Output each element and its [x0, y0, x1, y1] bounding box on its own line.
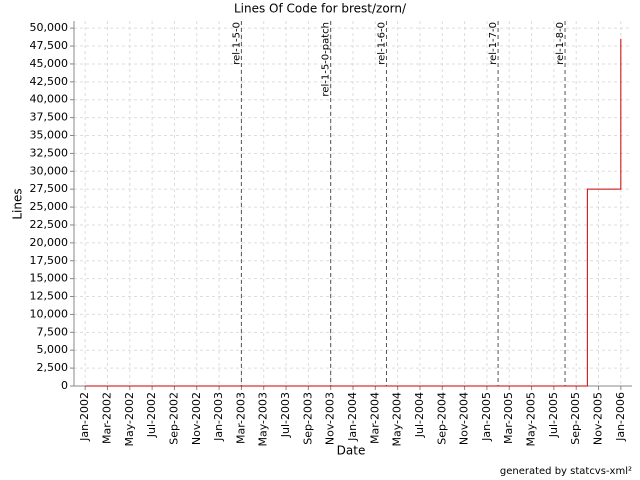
y-tick-label: 45,000: [30, 57, 69, 70]
x-tick-label: Sep-2004: [435, 392, 448, 445]
x-tick-label: Jul-2004: [413, 392, 426, 438]
y-tick-label: 50,000: [30, 21, 69, 34]
release-label: rel-1-8-0: [555, 22, 566, 65]
x-tick-label: Mar-2004: [368, 392, 381, 444]
x-tick-label: Jan-2002: [78, 392, 91, 442]
x-tick-label: Jul-2002: [145, 392, 158, 438]
x-axis-label: Date: [337, 444, 366, 458]
x-tick-label: Mar-2003: [234, 392, 247, 444]
y-tick-label: 40,000: [30, 93, 69, 106]
y-tick-label: 15,000: [30, 272, 69, 285]
x-tick-label: Nov-2004: [458, 392, 471, 445]
y-tick-label: 22,500: [30, 218, 69, 231]
x-tick-label: Nov-2003: [324, 392, 337, 445]
release-label: rel-1-6-0: [376, 22, 387, 65]
series-line: [85, 38, 622, 387]
x-tick-label: Jul-2005: [547, 392, 560, 438]
y-tick-label: 25,000: [30, 200, 69, 213]
y-tick-label: 35,000: [30, 129, 69, 142]
x-tick-label: Nov-2002: [190, 392, 203, 445]
x-tick-label: May-2002: [123, 392, 136, 447]
release-label: rel-1-5-0-patch: [321, 22, 332, 97]
release-label: rel-1-7-0: [488, 22, 499, 65]
y-tick-label: 30,000: [30, 164, 69, 177]
y-tick-label: 12,500: [30, 290, 69, 303]
y-tick-label: 47,500: [30, 39, 69, 52]
y-tick-label: 7,500: [37, 325, 69, 338]
x-tick-label: Jul-2003: [279, 392, 292, 438]
y-tick-label: 42,500: [30, 75, 69, 88]
footer: generated by statcvs-xml²: [500, 466, 632, 477]
y-tick-label: 17,500: [30, 254, 69, 267]
x-tick-label: Sep-2003: [301, 392, 314, 445]
x-tick-label: Sep-2002: [167, 392, 180, 445]
x-tick-label: Mar-2005: [502, 392, 515, 444]
y-tick-label: 32,500: [30, 146, 69, 159]
release-label: rel-1-5-0: [231, 22, 242, 65]
x-tick-label: Mar-2002: [100, 392, 113, 444]
chart-title: Lines Of Code for brest/zorn/: [234, 2, 407, 16]
x-tick-label: Jan-2004: [346, 392, 359, 442]
y-tick-label: 0: [61, 379, 68, 392]
x-tick-label: Jan-2003: [212, 392, 225, 442]
x-tick-label: Jan-2005: [480, 392, 493, 442]
x-tick-label: May-2003: [257, 392, 270, 447]
x-tick-label: Nov-2005: [592, 392, 605, 445]
y-tick-label: 10,000: [30, 307, 69, 320]
x-tick-label: May-2004: [391, 392, 404, 447]
x-tick-label: Jan-2006: [614, 392, 627, 442]
y-tick-label: 20,000: [30, 236, 69, 249]
y-tick-label: 5,000: [37, 343, 69, 356]
x-tick-label: May-2005: [525, 392, 538, 447]
y-tick-label: 27,500: [30, 182, 69, 195]
y-tick-label: 37,500: [30, 111, 69, 124]
y-axis-label: Lines: [11, 188, 25, 219]
x-tick-label: Sep-2005: [569, 392, 582, 445]
y-tick-label: 2,500: [37, 361, 69, 374]
